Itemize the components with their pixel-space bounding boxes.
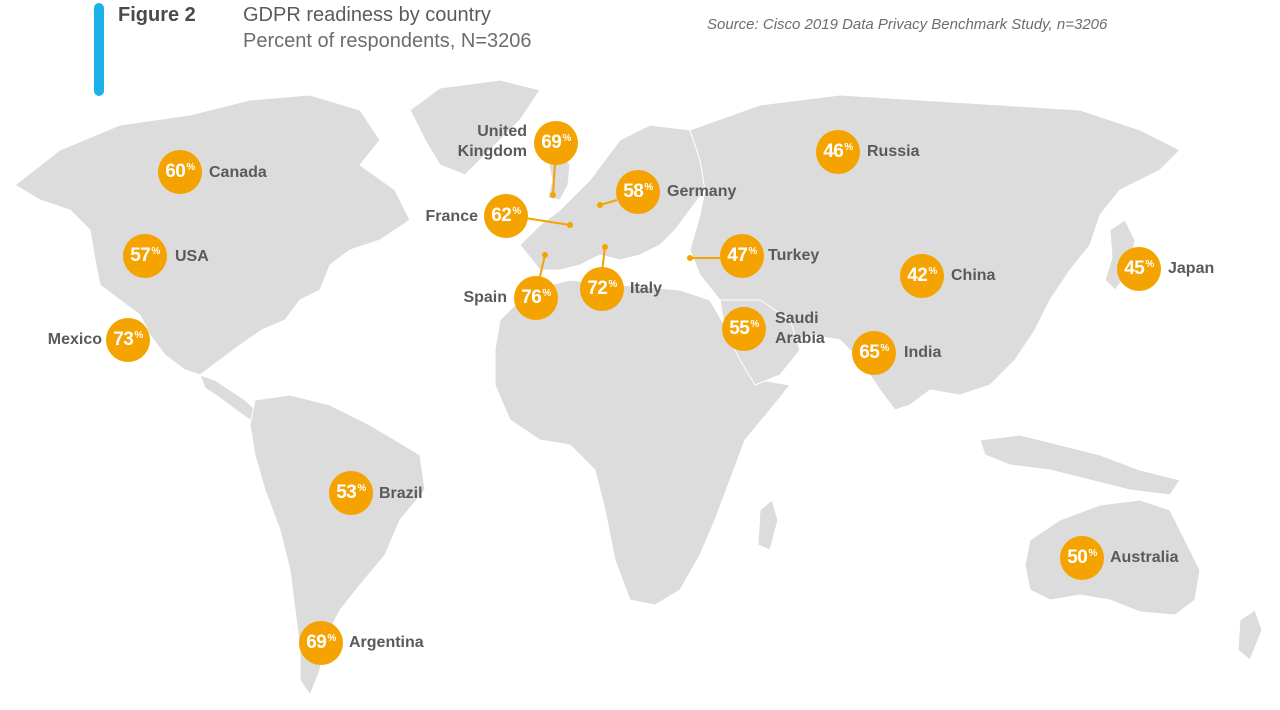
asia-landmass (689, 94, 1181, 411)
label-canada: Canada (209, 164, 267, 181)
label-argentina: Argentina (349, 634, 424, 651)
madagascar-landmass (757, 499, 779, 551)
label-germany: Germany (667, 183, 737, 200)
marker-germany: 58% (616, 170, 660, 214)
figure-label: Figure 2 (118, 4, 196, 26)
label-turkey: Turkey (768, 247, 820, 264)
label-saudi-arabia: Saudi Arabia (775, 310, 825, 347)
marker-turkey: 47% (720, 234, 764, 278)
marker-argentina: 69% (299, 621, 343, 665)
germany-leader-dot (597, 202, 603, 208)
north-america-landmass (14, 94, 411, 376)
accent-bar (94, 3, 104, 96)
turkey-leader-dot (687, 255, 693, 261)
france-leader-dot (567, 222, 573, 228)
label-india: India (904, 344, 942, 361)
marker-united-kingdom: 69% (534, 121, 578, 165)
spain-leader-dot (542, 252, 548, 258)
marker-russia: 46% (816, 130, 860, 174)
australia-landmass (1024, 499, 1201, 616)
marker-australia: 50% (1060, 536, 1104, 580)
label-spain: Spain (463, 289, 507, 306)
central-america-landmass (199, 374, 259, 421)
label-australia: Australia (1110, 549, 1179, 566)
france-leader-line (524, 217, 571, 226)
chart-title: GDPR readiness by country (243, 4, 491, 26)
greenland-landmass (409, 79, 541, 176)
indonesia-landmass (979, 434, 1181, 496)
label-china: China (951, 267, 996, 284)
label-russia: Russia (867, 143, 920, 160)
marker-spain: 76% (514, 276, 558, 320)
uk-leader-dot (550, 192, 556, 198)
chart-subtitle: Percent of respondents, N=3206 (243, 30, 532, 52)
africa-landmass (494, 279, 791, 606)
marker-canada: 60% (158, 150, 202, 194)
new-zealand-landmass (1237, 609, 1263, 661)
label-japan: Japan (1168, 260, 1215, 277)
marker-mexico: 73% (106, 318, 150, 362)
source-note: Source: Cisco 2019 Data Privacy Benchmar… (707, 16, 1108, 33)
marker-india: 65% (852, 331, 896, 375)
marker-brazil: 53% (329, 471, 373, 515)
label-usa: USA (175, 248, 209, 265)
label-united-kingdom: United Kingdom (457, 123, 527, 160)
marker-china: 42% (900, 254, 944, 298)
marker-japan: 45% (1117, 247, 1161, 291)
label-mexico: Mexico (47, 331, 102, 348)
marker-saudi-arabia: 55% (722, 307, 766, 351)
marker-usa: 57% (123, 234, 167, 278)
label-brazil: Brazil (379, 485, 423, 502)
label-italy: Italy (630, 280, 663, 297)
uk-leader-line (552, 162, 556, 196)
label-france: France (425, 208, 478, 225)
marker-france: 62% (484, 194, 528, 238)
marker-italy: 72% (580, 267, 624, 311)
italy-leader-dot (602, 244, 608, 250)
